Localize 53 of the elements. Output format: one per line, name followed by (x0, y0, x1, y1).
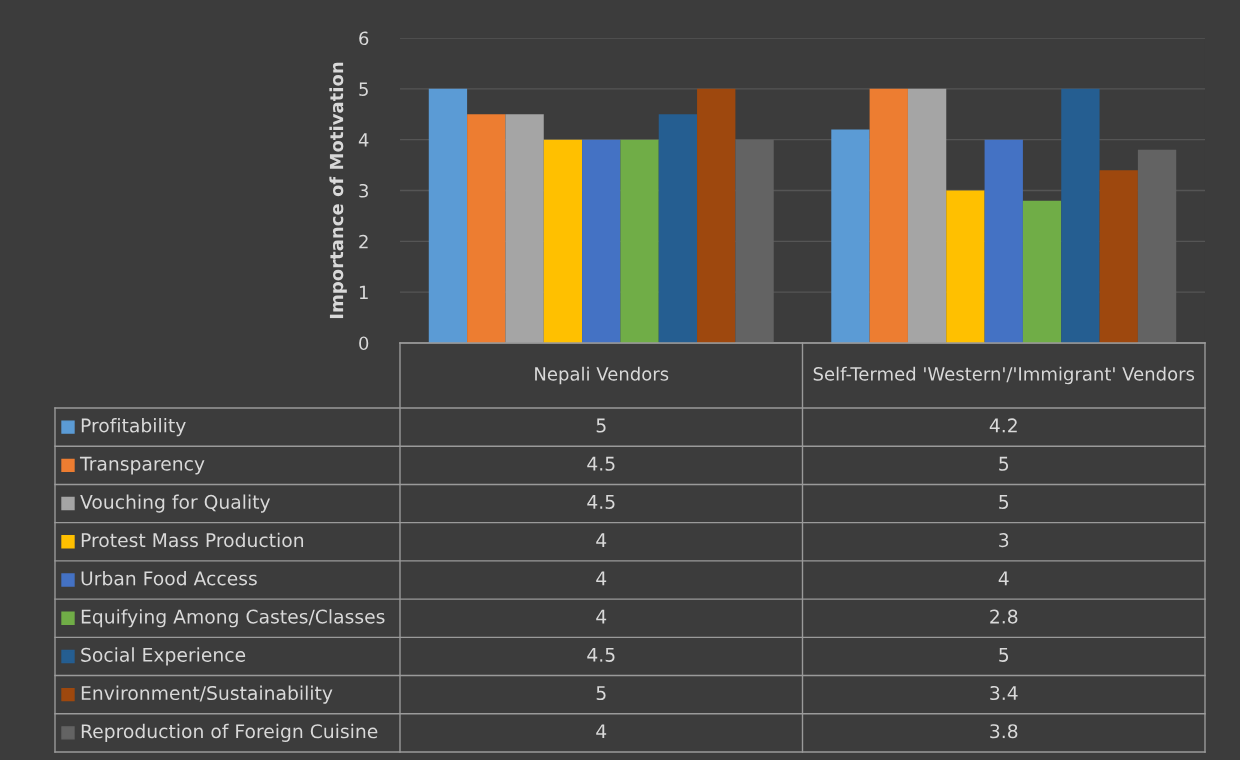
legend-label: Social Experience (81, 647, 246, 666)
bar (1061, 88, 1100, 343)
y-tick-label: 3 (359, 183, 368, 198)
x-tick-label: Nepali Vendors (535, 366, 669, 385)
bar (1099, 170, 1138, 343)
y-tick-label: 5 (359, 82, 368, 96)
y-tick-label: 6 (359, 31, 369, 46)
legend-label: Environment/Sustainability (81, 685, 333, 704)
data-label: 5 (999, 647, 1009, 662)
data-label: 4 (596, 533, 607, 547)
data-label: 4 (596, 609, 607, 624)
bar (1137, 149, 1177, 343)
bar (735, 139, 774, 343)
data-label: 4 (596, 724, 607, 739)
y-tick-label: 2 (359, 234, 368, 249)
data-label: 4.5 (587, 647, 615, 662)
y-tick-label: 0 (359, 336, 369, 351)
bar (428, 88, 468, 343)
legend-label: Transparency (79, 456, 205, 475)
bar (658, 114, 698, 343)
legend-label: Protest Mass Production (81, 532, 304, 548)
data-label: 5 (596, 686, 606, 701)
data-label: 3 (999, 533, 1009, 548)
data-label: 5 (999, 495, 1009, 509)
x-tick-label: Self-Termed 'Western'/'Immigrant' Vendors (813, 366, 1195, 385)
y-tick-label: 1 (359, 285, 368, 300)
data-label: 4 (596, 571, 607, 586)
legend-label: Profitability (81, 418, 186, 437)
data-label: 2.8 (990, 609, 1018, 624)
y-tick-label: 4 (358, 133, 369, 147)
bar (467, 114, 506, 343)
legend-label: Urban Food Access (81, 570, 257, 586)
data-label: 5 (596, 418, 606, 433)
bar (831, 129, 870, 343)
bar (946, 190, 985, 343)
legend-label: Vouching for Quality (80, 494, 271, 513)
data-label: 5 (999, 456, 1009, 471)
bar (984, 139, 1023, 343)
legend-label: Reproduction of Foreign Cuisine (81, 723, 378, 742)
bar (543, 139, 583, 343)
bar (1022, 200, 1062, 343)
bar (697, 88, 736, 343)
data-label: 4.5 (587, 456, 615, 471)
data-label: 3.4 (990, 685, 1018, 701)
data-label: 4 (998, 571, 1009, 586)
data-label: 4.2 (989, 418, 1017, 433)
bar (869, 88, 908, 343)
data-label: 4.5 (587, 495, 615, 509)
bar (582, 139, 621, 343)
data-label: 3.8 (990, 724, 1018, 739)
legend-label: Equifying Among Castes/Classes (81, 609, 385, 628)
bar (620, 139, 659, 343)
y-axis-title: Importance of Motivation (329, 62, 347, 319)
